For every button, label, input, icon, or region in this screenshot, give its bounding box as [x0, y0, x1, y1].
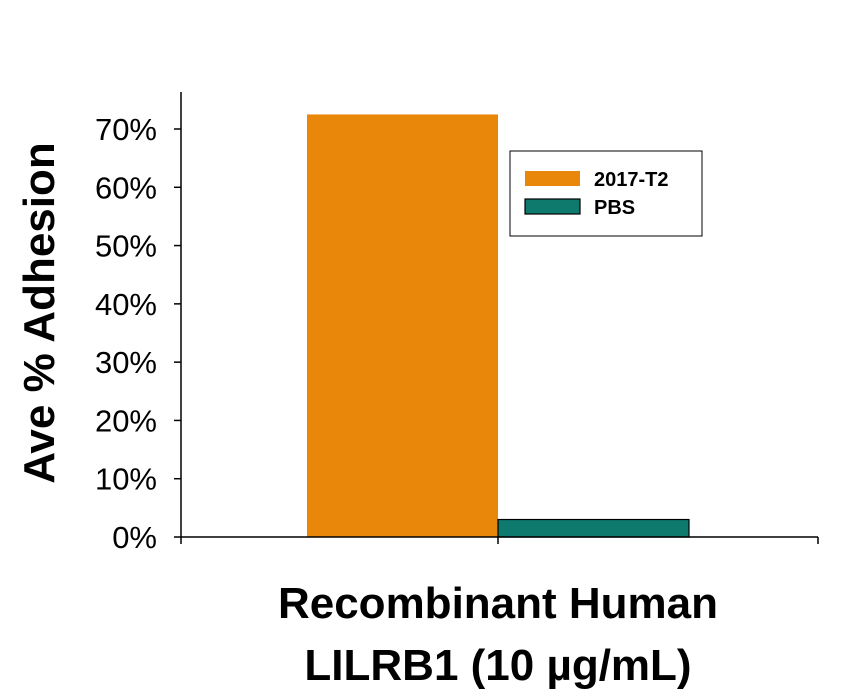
- legend: 2017-T2 PBS: [509, 150, 703, 237]
- y-tick-label: 60%: [95, 170, 157, 205]
- bar-2017-t2: [307, 114, 498, 537]
- y-tick-label: 40%: [95, 287, 157, 322]
- legend-swatch: [524, 198, 581, 215]
- y-tick-label: 20%: [95, 403, 157, 438]
- legend-label: 2017-T2: [594, 169, 669, 191]
- x-axis-label-line-1: Recombinant Human: [278, 579, 718, 628]
- plot-area: [307, 114, 690, 538]
- y-tick-label: 0%: [112, 520, 157, 555]
- y-tick-label: 30%: [95, 345, 157, 380]
- y-tick-label: 70%: [95, 112, 157, 147]
- x-axis-label-line-2: LILRB1 (10 µg/mL): [304, 641, 691, 690]
- y-tick-label: 10%: [95, 462, 157, 497]
- y-axis-label: Ave % Adhesion: [15, 142, 64, 483]
- y-tick-label: 50%: [95, 229, 157, 264]
- y-axis: 0% 10% 20% 30% 40% 50% 60% 70%: [95, 92, 182, 555]
- legend-box: [509, 150, 703, 237]
- bar-pbs: [497, 518, 690, 538]
- legend-swatch: [525, 171, 580, 186]
- legend-label: PBS: [594, 197, 635, 219]
- x-axis: [180, 536, 819, 544]
